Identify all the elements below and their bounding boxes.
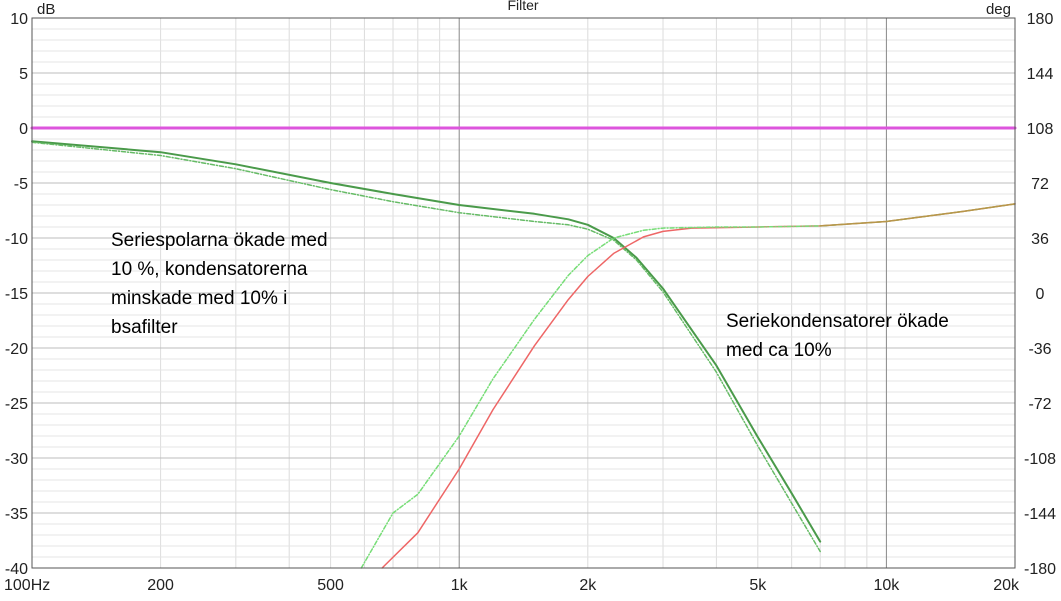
x-tick-label: 200 xyxy=(147,577,174,594)
y-tick-label: -20 xyxy=(5,341,28,358)
y2-tick-label: 72 xyxy=(1031,176,1049,193)
x-tick-label: 1k xyxy=(451,577,469,594)
y2-tick-label: -108 xyxy=(1024,451,1056,468)
x-tick-label: 20k xyxy=(993,577,1020,594)
y2-tick-label: 144 xyxy=(1027,66,1054,83)
y-tick-label: -40 xyxy=(5,561,28,578)
tick-labels: 100Hz 200 500 1k 2k 5k 10k 20k 10 5 0 -5 -10 -15 -20 -2… xyxy=(4,11,1056,594)
x-tick-label: 100Hz xyxy=(4,577,50,594)
y-tick-label: 10 xyxy=(10,11,28,28)
y2-tick-label: 108 xyxy=(1027,121,1054,138)
annotation-series-coils: Seriespolarna ökade med 10 %, kondensato… xyxy=(111,230,328,338)
series-line-1 xyxy=(31,140,822,543)
x-tick-label: 5k xyxy=(749,577,767,594)
y-tick-label: -25 xyxy=(5,396,28,413)
y2-tick-label: 36 xyxy=(1031,231,1049,248)
chart-title: Filter xyxy=(507,0,538,13)
y-left-unit: dB xyxy=(37,1,55,18)
y-tick-label: -15 xyxy=(5,286,28,303)
y2-tick-label: 180 xyxy=(1027,11,1054,28)
series-layer xyxy=(30,126,1017,569)
y2-tick-label: -144 xyxy=(1024,506,1056,523)
y-tick-label: -5 xyxy=(14,176,28,193)
x-tick-label: 500 xyxy=(317,577,344,594)
annotation-series-capacitors: Seriekondensatorer ökade med ca 10% xyxy=(726,311,949,361)
x-tick-label: 10k xyxy=(874,577,901,594)
plot-border xyxy=(31,17,1016,569)
y-tick-label: -30 xyxy=(5,451,28,468)
y-tick-label: 0 xyxy=(19,121,28,138)
y2-tick-label: 0 xyxy=(1036,286,1045,303)
y-right-unit: deg xyxy=(986,1,1011,18)
x-tick-label: 2k xyxy=(579,577,597,594)
y-tick-label: -35 xyxy=(5,506,28,523)
y-tick-label: 5 xyxy=(19,66,28,83)
series-line-5 xyxy=(819,203,1016,227)
y2-tick-label: -36 xyxy=(1028,341,1051,358)
series-line-2 xyxy=(31,141,821,553)
y2-tick-label: -72 xyxy=(1028,396,1051,413)
y2-tick-label: -180 xyxy=(1024,561,1056,578)
y-tick-label: -10 xyxy=(5,231,28,248)
